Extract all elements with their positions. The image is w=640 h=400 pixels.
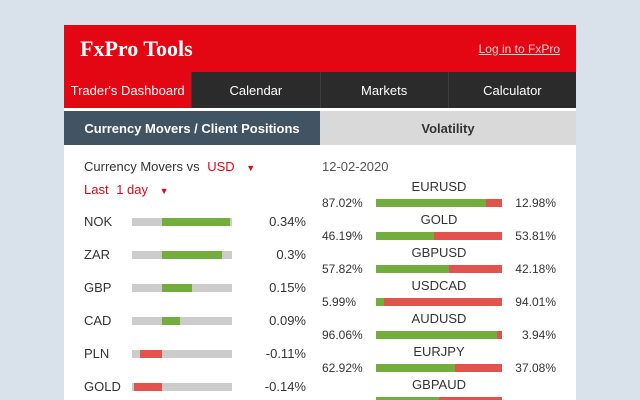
position-symbol: GOLD xyxy=(420,212,458,227)
mover-row: CAD 0.09% xyxy=(84,304,306,337)
main-nav: Trader's Dashboard Calendar Markets Calc… xyxy=(64,72,576,108)
period-prefix-text: Last xyxy=(84,182,109,197)
position-symbol: EURUSD xyxy=(411,179,467,194)
currency-movers-panel: Currency Movers vs USD ▼ Last 1 day ▼ NO… xyxy=(84,159,320,400)
client-positions-panel: 12-02-2020 EURUSD 87.02% 12.98% GOLD 46.… xyxy=(320,159,556,400)
position-bar xyxy=(376,363,502,372)
position-bar xyxy=(376,297,502,306)
tab-calendar[interactable]: Calendar xyxy=(192,72,321,108)
position-symbol: AUDUSD xyxy=(411,311,467,326)
position-short-pct: 37.08% xyxy=(515,360,556,375)
mover-symbol: ZAR xyxy=(84,247,110,262)
position-row: USDCAD 5.99% 94.01% xyxy=(322,277,556,309)
mover-row: ZAR 0.3% xyxy=(84,238,306,271)
position-long-pct: 5.99% xyxy=(322,294,357,309)
position-row: GBPUSD 57.82% 42.18% xyxy=(322,244,556,276)
position-long-pct: 87.02% xyxy=(322,195,363,210)
mover-value: 0.09% xyxy=(269,313,306,328)
mover-symbol: GOLD xyxy=(84,379,121,394)
position-short-pct: 42.18% xyxy=(515,261,556,276)
position-symbol: GBPAUD xyxy=(412,377,466,392)
mover-value: 0.15% xyxy=(269,280,306,295)
mover-row: GOLD -0.14% xyxy=(84,370,306,400)
position-bar-line: 46.19% 53.81% xyxy=(322,228,556,243)
position-row: EURJPY 62.92% 37.08% xyxy=(322,343,556,375)
position-long-pct: 96.06% xyxy=(322,327,363,342)
login-link[interactable]: Log in to FxPro xyxy=(478,41,560,56)
position-bar xyxy=(376,198,502,207)
position-bar-line xyxy=(322,393,556,400)
mover-bar xyxy=(132,316,232,325)
sub-nav: Currency Movers / Client Positions Volat… xyxy=(64,108,576,145)
mover-bar xyxy=(132,349,232,358)
app-header: FxPro Tools Log in to FxPro xyxy=(64,25,576,72)
position-short-pct: 53.81% xyxy=(515,228,556,243)
content-area: Currency Movers vs USD ▼ Last 1 day ▼ NO… xyxy=(64,145,576,400)
position-symbol: GBPUSD xyxy=(411,245,467,260)
position-bar xyxy=(376,396,502,400)
position-bar-line: 57.82% 42.18% xyxy=(322,261,556,276)
currency-select[interactable]: USD xyxy=(207,159,235,174)
mover-bar xyxy=(132,250,232,259)
position-row: GOLD 46.19% 53.81% xyxy=(322,211,556,243)
position-bar-line: 62.92% 37.08% xyxy=(322,360,556,375)
position-long-pct: 62.92% xyxy=(322,360,363,375)
position-bar-line: 5.99% 94.01% xyxy=(322,294,556,309)
subtab-volatility[interactable]: Volatility xyxy=(320,111,576,145)
position-bar xyxy=(376,264,502,273)
mover-row: GBP 0.15% xyxy=(84,271,306,304)
mover-row: NOK 0.34% xyxy=(84,205,306,238)
chevron-down-icon[interactable]: ▼ xyxy=(159,186,169,196)
movers-list: NOK 0.34% ZAR 0.3% GBP 0.15% CAD xyxy=(84,205,306,400)
positions-date: 12-02-2020 xyxy=(322,159,389,174)
position-long-pct: 57.82% xyxy=(322,261,363,276)
position-row: GBPAUD xyxy=(322,376,556,400)
fxpro-tools-widget: FxPro Tools Log in to FxPro Trader's Das… xyxy=(64,25,576,400)
app-logo: FxPro Tools xyxy=(80,35,193,61)
position-bar-line: 96.06% 3.94% xyxy=(322,327,556,342)
movers-title: Currency Movers vs USD ▼ xyxy=(84,159,306,174)
mover-value: -0.11% xyxy=(265,346,306,361)
position-short-pct: 94.01% xyxy=(515,294,556,309)
position-short-pct: 12.98% xyxy=(515,195,556,210)
position-short-pct: 3.94% xyxy=(521,327,556,342)
mover-bar xyxy=(132,382,232,391)
mover-bar xyxy=(132,217,232,226)
position-bar xyxy=(376,330,502,339)
position-bar-line: 87.02% 12.98% xyxy=(322,195,556,210)
movers-title-text: Currency Movers vs xyxy=(84,159,200,174)
movers-period: Last 1 day ▼ xyxy=(84,182,306,197)
mover-symbol: CAD xyxy=(84,313,112,328)
mover-symbol: PLN xyxy=(84,346,110,361)
mover-value: -0.14% xyxy=(264,379,306,394)
tab-calculator[interactable]: Calculator xyxy=(483,82,542,98)
subtab-currency-movers-client-positions[interactable]: Currency Movers / Client Positions xyxy=(64,111,320,145)
tab-traders-dashboard[interactable]: Trader's Dashboard xyxy=(64,72,193,108)
mover-row: PLN -0.11% xyxy=(84,337,306,370)
position-row: EURUSD 87.02% 12.98% xyxy=(322,178,556,210)
mover-bar xyxy=(132,283,232,292)
chevron-down-icon[interactable]: ▼ xyxy=(246,163,256,173)
mover-value: 0.3% xyxy=(276,247,306,262)
mover-symbol: NOK xyxy=(84,214,113,229)
position-bar xyxy=(376,231,502,240)
position-symbol: EURJPY xyxy=(413,344,465,359)
position-row: AUDUSD 96.06% 3.94% xyxy=(322,310,556,342)
period-select[interactable]: 1 day xyxy=(116,182,149,197)
position-long-pct: 46.19% xyxy=(322,228,363,243)
tab-markets[interactable]: Markets xyxy=(321,72,449,108)
mover-symbol: GBP xyxy=(84,280,112,295)
mover-value: 0.34% xyxy=(269,214,306,229)
position-symbol: USDCAD xyxy=(411,278,467,293)
